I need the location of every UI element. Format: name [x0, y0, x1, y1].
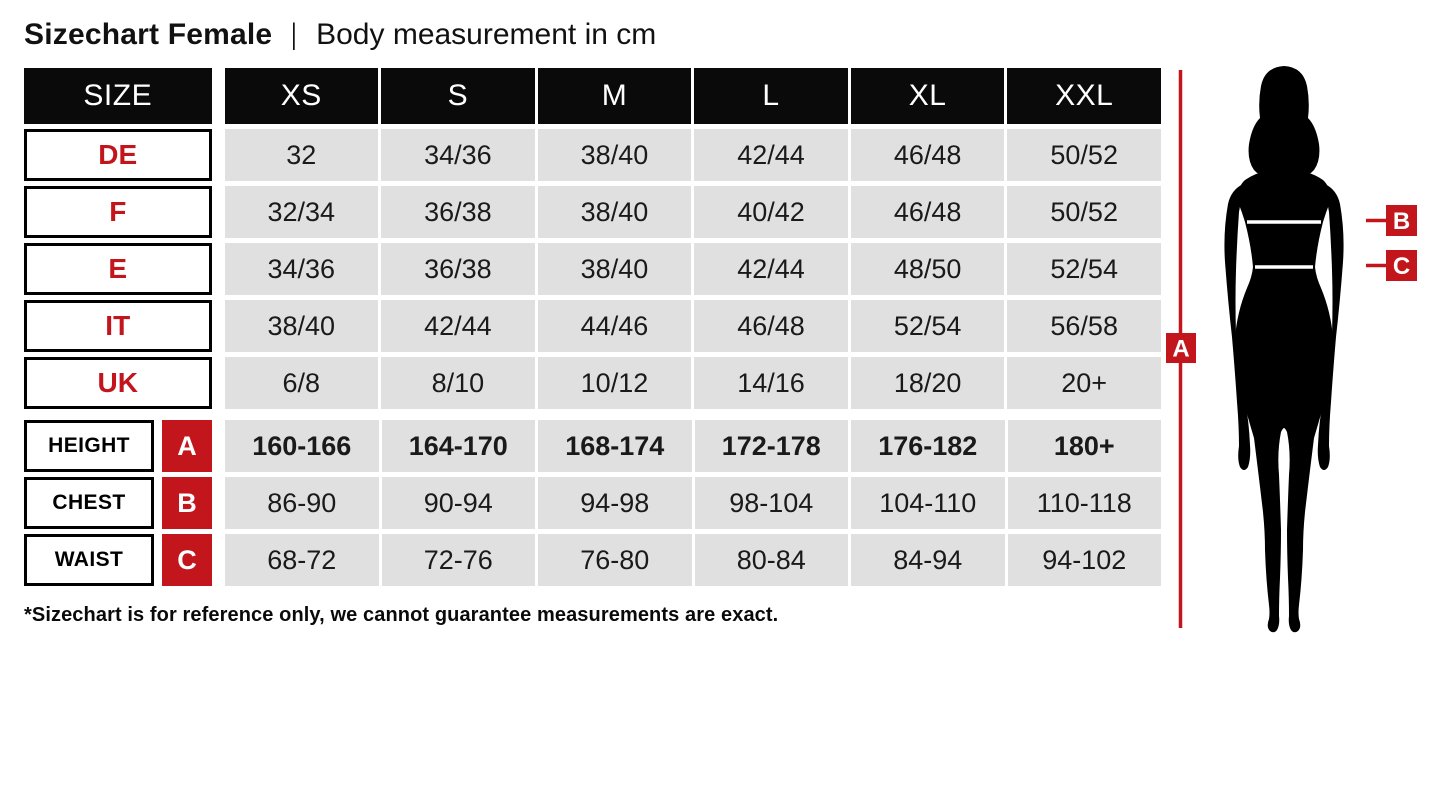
size-value-cell: 36/38	[381, 243, 535, 295]
row-label-chest: CHEST	[24, 477, 154, 529]
waist-value-cell: 80-84	[694, 534, 848, 586]
column-header-xxl: XXL	[1007, 68, 1161, 124]
size-row-uk: UK 6/8 8/10 10/12 14/16 18/20 20+	[24, 357, 1164, 409]
size-value-cell: 32/34	[224, 186, 379, 238]
waist-value-cell: 76-80	[538, 534, 692, 586]
size-row-it: IT 38/40 42/44 44/46 46/48 52/54 56/58	[24, 300, 1164, 352]
figure-badge-a-label: A	[1172, 336, 1189, 363]
figure-badge-c-label: C	[1393, 253, 1410, 280]
column-header-xs: XS	[224, 68, 379, 124]
chest-value-cell: 104-110	[851, 477, 1005, 529]
size-value-cell: 38/40	[537, 186, 692, 238]
size-value-cell: 32	[224, 129, 379, 181]
page-title: Sizechart Female | Body measurement in c…	[24, 17, 656, 53]
female-silhouette-head	[1248, 66, 1320, 176]
height-value-cell: 180+	[1007, 420, 1161, 472]
size-value-cell: 38/40	[224, 300, 379, 352]
waist-value-cell: 68-72	[225, 534, 379, 586]
size-value-cell: 38/40	[537, 243, 692, 295]
size-value-cell: 8/10	[381, 357, 535, 409]
size-row-e: E 34/36 36/38 38/40 42/44 48/50 52/54	[24, 243, 1164, 295]
letter-badge-b: B	[162, 477, 212, 529]
size-value-cell: 46/48	[850, 186, 1005, 238]
chest-value-cell: 110-118	[1007, 477, 1161, 529]
size-value-cell: 48/50	[850, 243, 1005, 295]
measurement-rows: HEIGHT A 160-166 164-170 168-174 172-178…	[24, 420, 1164, 586]
chest-value-cell: 94-98	[538, 477, 692, 529]
chest-value-cell: 90-94	[381, 477, 535, 529]
size-value-cell: 52/54	[1007, 243, 1161, 295]
height-value-cell: 168-174	[538, 420, 692, 472]
size-value-cell: 50/52	[1007, 186, 1161, 238]
title-subtitle: Body measurement in cm	[316, 18, 657, 51]
size-row-de: DE 32 34/36 38/40 42/44 46/48 50/52	[24, 129, 1164, 181]
measure-row-height: HEIGHT A 160-166 164-170 168-174 172-178…	[24, 420, 1164, 472]
size-value-cell: 50/52	[1007, 129, 1161, 181]
waist-value-cell: 84-94	[851, 534, 1005, 586]
size-value-cell: 34/36	[381, 129, 535, 181]
row-label-uk: UK	[24, 357, 212, 409]
row-label-waist: WAIST	[24, 534, 154, 586]
row-label-de: DE	[24, 129, 212, 181]
chest-value-cell: 98-104	[694, 477, 848, 529]
row-label-it: IT	[24, 300, 212, 352]
waist-value-cell: 72-76	[381, 534, 535, 586]
size-value-cell: 56/58	[1007, 300, 1161, 352]
measure-row-chest: CHEST B 86-90 90-94 94-98 98-104 104-110…	[24, 477, 1164, 529]
size-value-cell: 42/44	[694, 129, 848, 181]
figure-badge-b-label: B	[1393, 208, 1410, 235]
size-value-cell: 52/54	[850, 300, 1005, 352]
size-value-cell: 46/48	[694, 300, 848, 352]
size-value-cell: 14/16	[694, 357, 848, 409]
sizechart-table: SIZE XS S M L XL XXL DE 32 34/36 38/40 4…	[24, 68, 1164, 591]
figure-badge-a	[1166, 333, 1196, 363]
column-header-l: L	[694, 68, 848, 124]
size-row-f: F 32/34 36/38 38/40 40/42 46/48 50/52	[24, 186, 1164, 238]
table-header-row: SIZE XS S M L XL XXL	[24, 68, 1164, 124]
size-value-cell: 42/44	[381, 300, 535, 352]
size-value-cell: 38/40	[537, 129, 692, 181]
female-silhouette-body	[1234, 168, 1334, 633]
female-silhouette-figure: B C A	[1163, 60, 1441, 700]
size-value-cell: 40/42	[694, 186, 848, 238]
size-value-cell: 46/48	[850, 129, 1005, 181]
row-label-e: E	[24, 243, 212, 295]
figure-badge-b	[1386, 205, 1417, 236]
size-column-header: SIZE	[24, 68, 212, 124]
size-value-cell: 18/20	[850, 357, 1005, 409]
footnote: *Sizechart is for reference only, we can…	[24, 604, 779, 626]
chest-value-cell: 86-90	[225, 477, 379, 529]
size-value-cell: 20+	[1007, 357, 1161, 409]
height-value-cell: 172-178	[694, 420, 848, 472]
female-silhouette-right-arm	[1317, 184, 1344, 470]
column-header-m: M	[537, 68, 692, 124]
title-separator: |	[291, 18, 297, 51]
size-value-cell: 6/8	[224, 357, 379, 409]
column-header-xl: XL	[850, 68, 1005, 124]
measure-row-waist: WAIST C 68-72 72-76 76-80 80-84 84-94 94…	[24, 534, 1164, 586]
height-value-cell: 160-166	[225, 420, 379, 472]
size-value-cell: 10/12	[537, 357, 692, 409]
column-header-s: S	[381, 68, 535, 124]
size-value-cell: 42/44	[694, 243, 848, 295]
size-value-cell: 34/36	[224, 243, 379, 295]
title-main: Sizechart Female	[24, 18, 273, 51]
size-value-cell: 36/38	[381, 186, 535, 238]
height-value-cell: 164-170	[381, 420, 535, 472]
letter-badge-a: A	[162, 420, 212, 472]
waist-value-cell: 94-102	[1007, 534, 1161, 586]
row-label-height: HEIGHT	[24, 420, 154, 472]
size-value-cell: 44/46	[537, 300, 692, 352]
row-label-f: F	[24, 186, 212, 238]
letter-badge-c: C	[162, 534, 212, 586]
female-silhouette-left-arm	[1224, 184, 1251, 470]
figure-badge-c	[1386, 250, 1417, 281]
height-value-cell: 176-182	[851, 420, 1005, 472]
